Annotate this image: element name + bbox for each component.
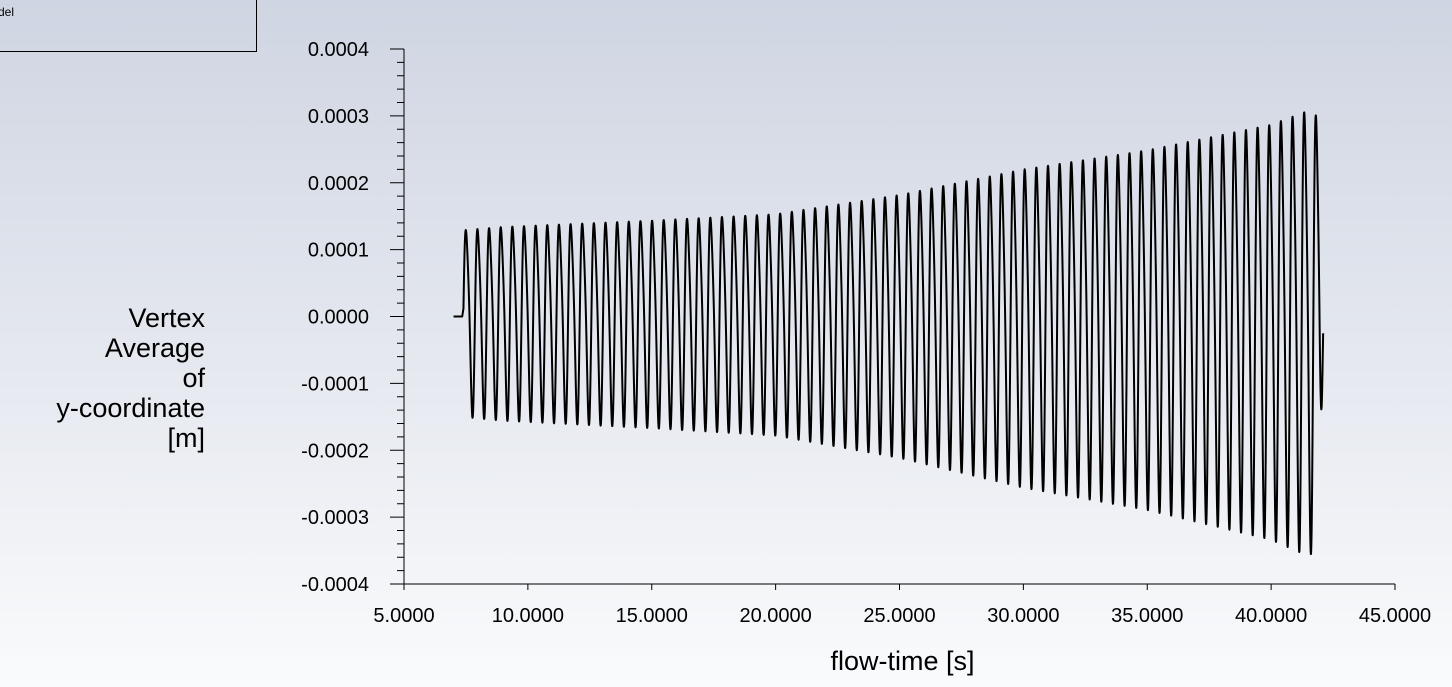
ticks: 0.0004 0.0003 0.0002 0.0001 0.0000 -0.0001 -0.… [301,39,1431,627]
x-tick-label: 10.0000 [492,605,564,627]
x-tick-label: 30.0000 [987,605,1059,627]
x-tick-label: 15.0000 [616,605,688,627]
y-tick-label: -0.0004 [301,574,369,596]
y-axis-title-line: [m] [168,423,206,453]
legend-box: del [0,0,257,52]
y-tick-label: 0.0001 [308,240,369,262]
y-tick-label: 0.0003 [308,106,369,128]
x-tick-label: 20.0000 [739,605,811,627]
x-tick-label: 40.0000 [1235,605,1307,627]
y-axis-title-line: Vertex [128,303,205,333]
y-axis-title-line: of [182,363,205,393]
x-tick-label: 45.0000 [1359,605,1431,627]
x-axis-title: flow-time [s] [830,646,974,676]
x-tick-label: 35.0000 [1111,605,1183,627]
series-line [453,111,1325,556]
x-tick-label: 5.0000 [373,605,434,627]
y-tick-label: -0.0002 [301,440,369,462]
y-tick-label: -0.0003 [301,507,369,529]
x-tick-label: 25.0000 [863,605,935,627]
y-axis-title-line: Average [105,333,205,363]
axis-labels: flow-time [s] VertexAverageofy-coordinate… [56,303,974,676]
legend-label: del [0,5,15,19]
y-axis-title-line: y-coordinate [56,393,205,423]
y-tick-label: -0.0001 [301,373,369,395]
y-tick-label: 0.0000 [308,307,369,329]
series-group [453,111,1325,556]
y-tick-label: 0.0002 [308,173,369,195]
y-tick-label: 0.0004 [308,39,369,61]
